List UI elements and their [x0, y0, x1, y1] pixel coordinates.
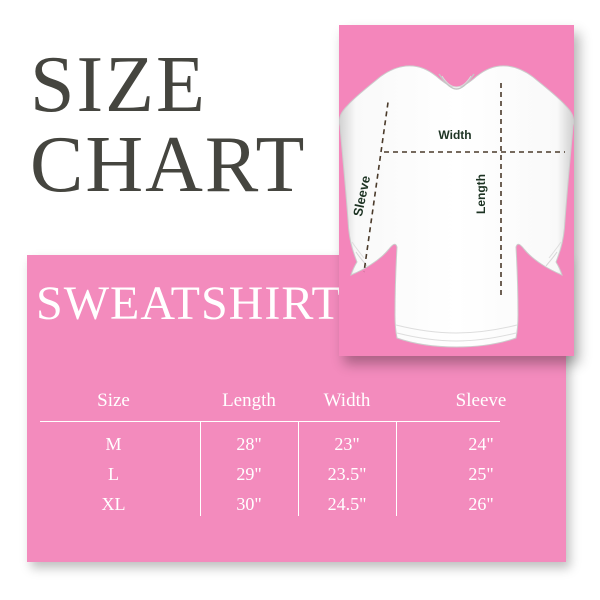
svg-text:Width: Width: [438, 128, 471, 142]
svg-text:Length: Length: [474, 174, 488, 214]
